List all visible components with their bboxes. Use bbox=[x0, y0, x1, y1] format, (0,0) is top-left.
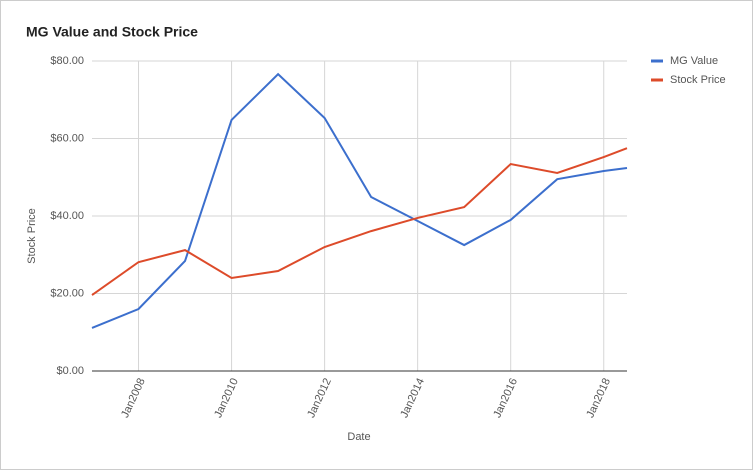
chart-title: MG Value and Stock Price bbox=[26, 24, 198, 40]
x-axis-label: Date bbox=[347, 431, 370, 443]
y-tick-label: $60.00 bbox=[50, 132, 84, 144]
legend-label: MG Value bbox=[670, 55, 718, 67]
y-tick-label: $0.00 bbox=[56, 365, 84, 377]
y-tick-label: $80.00 bbox=[50, 55, 84, 67]
y-axis-label: Stock Price bbox=[26, 208, 38, 264]
legend-label: Stock Price bbox=[670, 74, 726, 86]
y-tick-label: $40.00 bbox=[50, 210, 84, 222]
y-tick-label: $20.00 bbox=[50, 287, 84, 299]
data-line bbox=[91, 72, 628, 329]
data-line bbox=[91, 147, 628, 296]
